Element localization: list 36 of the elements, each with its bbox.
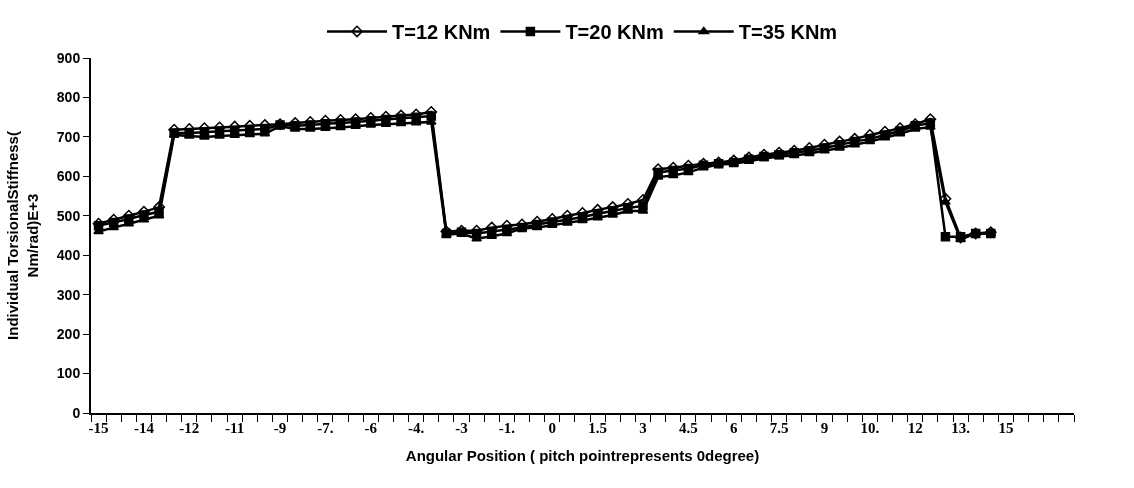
y-axis-title: Individual TorsionalStiffness( Nm/rad)E+3 bbox=[4, 131, 41, 340]
y-tick-label: 500 bbox=[56, 207, 81, 224]
y-tick-label: 100 bbox=[56, 365, 81, 382]
x-tick-label: -3 bbox=[455, 420, 468, 436]
x-tick-label: 10. bbox=[860, 420, 880, 436]
x-tick-label: 12 bbox=[907, 420, 923, 436]
x-tick-label: 3 bbox=[639, 420, 647, 436]
legend-label: T=20 KNm bbox=[565, 21, 664, 44]
x-tick-label: -9 bbox=[273, 420, 287, 436]
y-tick-label: 900 bbox=[56, 49, 81, 66]
x-tick-label: 6 bbox=[729, 420, 738, 436]
y-tick-label: 300 bbox=[56, 286, 81, 303]
x-tick-label: 13. bbox=[951, 420, 971, 436]
legend-label: T=35 KNm bbox=[738, 21, 838, 44]
x-tick-label: -12 bbox=[179, 420, 200, 436]
x-tick-label: -7. bbox=[317, 420, 334, 436]
x-tick-label: -4. bbox=[408, 420, 425, 436]
x-tick-label: -14 bbox=[133, 420, 155, 436]
x-tick-label: -15 bbox=[88, 420, 109, 436]
x-tick-label: -1. bbox=[498, 420, 516, 436]
x-tick-label: 1.5 bbox=[588, 420, 607, 436]
y-tick-label: 200 bbox=[56, 326, 81, 343]
y-tick-label: 600 bbox=[56, 168, 81, 185]
y-tick-label: 700 bbox=[56, 128, 81, 145]
x-tick-label: -11 bbox=[225, 420, 245, 436]
x-tick-label: 7.5 bbox=[769, 420, 789, 436]
x-tick-label: 15 bbox=[998, 420, 1014, 436]
y-tick-label: 800 bbox=[56, 89, 81, 106]
x-axis-title: Angular Position ( pitch pointrepresents 0degree) bbox=[405, 446, 760, 464]
x-tick-label: 0 bbox=[548, 420, 556, 436]
x-tick-label: 9 bbox=[820, 420, 829, 436]
y-tick-label: 0 bbox=[72, 404, 81, 421]
y-tick-label: 400 bbox=[56, 247, 81, 264]
legend-label: T=12 KNm bbox=[392, 21, 491, 44]
x-tick-label: -6 bbox=[364, 420, 378, 436]
x-tick-label: 4.5 bbox=[678, 420, 698, 436]
